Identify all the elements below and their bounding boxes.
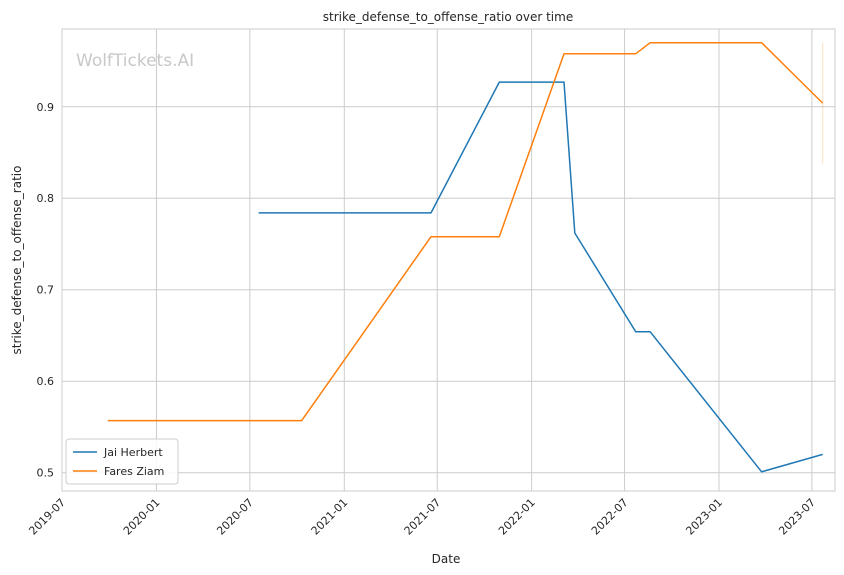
y-tick-label: 0.8 — [37, 192, 55, 205]
y-tick-label: 0.6 — [37, 375, 55, 388]
y-tick-label: 0.5 — [37, 467, 55, 480]
legend: Jai Herbert Fares Ziam — [65, 438, 179, 485]
y-tick-label: 0.9 — [37, 101, 55, 114]
x-axis-label: Date — [432, 552, 461, 566]
y-tick-label: 0.7 — [37, 284, 55, 297]
legend-label: Jai Herbert — [103, 446, 163, 459]
chart-title: strike_defense_to_offense_ratio over tim… — [323, 10, 573, 24]
series-layer — [107, 41, 824, 473]
series-line-jai-herbert — [258, 81, 823, 473]
y-axis-ticks: 0.5 0.6 0.7 0.8 0.9 — [37, 101, 55, 480]
grid-lines — [61, 29, 835, 491]
legend-label: Fares Ziam — [104, 465, 164, 478]
legend-box — [65, 438, 179, 485]
series-line-fares-ziam — [107, 41, 824, 422]
y-axis-label: strike_defense_to_offense_ratio — [10, 166, 24, 355]
watermark: WolfTickets.AI — [76, 51, 194, 71]
plot-area-frame — [61, 28, 836, 492]
